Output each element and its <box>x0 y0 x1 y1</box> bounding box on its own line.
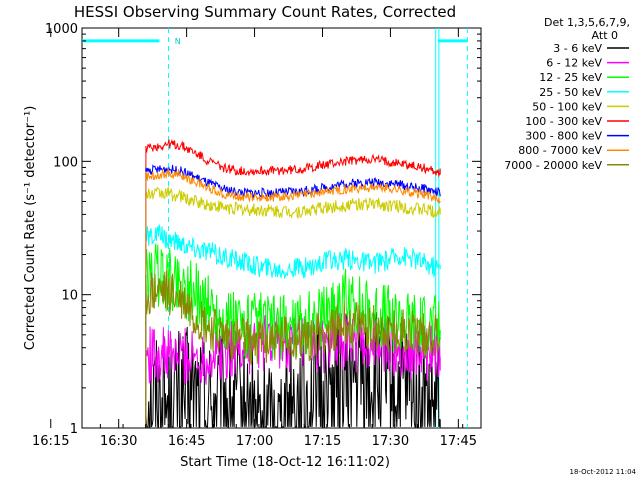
legend-label: 300 - 800 keV <box>525 130 602 143</box>
series-800-7000-kev-kev <box>145 168 441 428</box>
series-line <box>145 138 441 428</box>
y-tick-label: 1 <box>70 422 78 437</box>
legend-header-att: Att 0 <box>592 29 618 42</box>
x-tick-label: 16:15 <box>32 434 69 449</box>
series-line <box>145 224 441 428</box>
series-line <box>145 164 441 428</box>
x-tick-label: 16:45 <box>168 434 205 449</box>
series-line <box>145 168 441 428</box>
series-7000-20000-kev-kev <box>145 270 441 428</box>
x-tick-label: 17:00 <box>236 434 273 449</box>
legend-label: 100 - 300 keV <box>525 115 602 128</box>
annotation-label: N <box>175 37 181 46</box>
x-axis-label: Start Time (18-Oct-12 16:11:02) <box>180 455 390 470</box>
legend-label: 7000 - 20000 keV <box>504 159 602 172</box>
legend-label: 800 - 7000 keV <box>518 144 602 157</box>
y-tick-label: 100 <box>53 155 78 170</box>
chart-title: HESSI Observing Summary Count Rates, Cor… <box>74 3 456 21</box>
legend-label: 6 - 12 keV <box>546 57 602 70</box>
legend-header: Det 1,3,5,6,7,9, <box>544 16 630 29</box>
series-3-6-kev-kev <box>145 311 441 428</box>
series-50-100-kev-kev <box>145 185 441 428</box>
legend-label: 25 - 50 keV <box>539 86 602 99</box>
y-tick-label: 1000 <box>45 22 78 37</box>
series-line <box>145 311 441 428</box>
series-25-50-kev-kev <box>145 224 441 428</box>
x-tick-label: 17:15 <box>304 434 341 449</box>
timestamp: 18-Oct-2012 11:04 <box>570 468 637 476</box>
x-tick-label: 16:30 <box>100 434 137 449</box>
legend-label: 3 - 6 keV <box>553 42 602 55</box>
legend-label: 50 - 100 keV <box>532 100 602 113</box>
series-300-800-kev-kev <box>145 164 441 428</box>
annotations: N <box>175 37 181 46</box>
axis-ticks: 1 10 100 1000 16:15 16:30 16:45 17:00 17:15 17:30… <box>32 22 481 449</box>
y-tick-label: 10 <box>61 289 78 304</box>
x-tick-label: 17:30 <box>372 434 409 449</box>
series-line <box>145 270 441 428</box>
x-tick-label: 17:45 <box>440 434 477 449</box>
y-axis-label: Corrected Count Rate (s⁻¹ detector⁻¹) <box>23 106 38 351</box>
series-100-300-kev-kev <box>145 138 441 428</box>
series-layer <box>145 138 441 428</box>
series-line <box>145 185 441 428</box>
legend: Det 1,3,5,6,7,9,Att 03 - 6 keV 6 - 12 keV… <box>504 16 630 172</box>
legend-label: 12 - 25 keV <box>539 71 602 84</box>
